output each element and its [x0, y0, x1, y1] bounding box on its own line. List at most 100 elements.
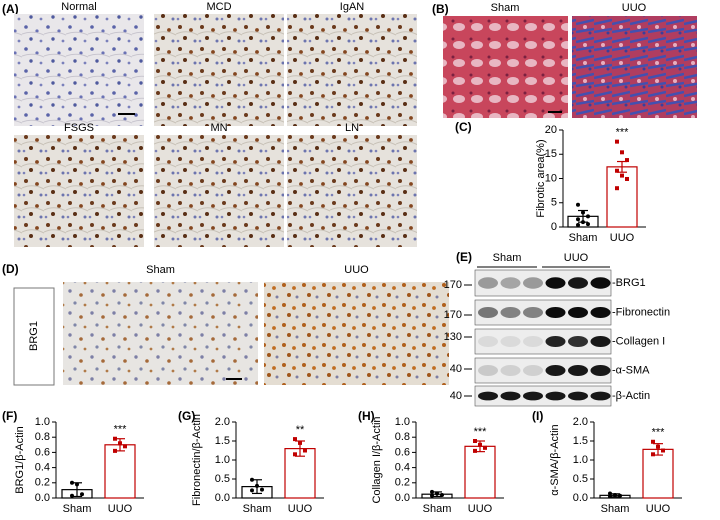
bar — [642, 448, 674, 499]
data-point — [70, 493, 74, 498]
y-tick-label: 5 — [551, 197, 557, 209]
data-point — [620, 150, 624, 155]
micrograph — [63, 282, 258, 385]
data-point — [478, 442, 482, 447]
blot-band — [478, 391, 498, 401]
data-point — [303, 448, 307, 453]
y-tick-label: 1.5 — [573, 435, 588, 447]
micrograph — [154, 14, 284, 126]
data-point — [615, 186, 619, 191]
significance: *** — [474, 426, 488, 438]
band-label: -BRG1 — [612, 277, 646, 289]
stain-label: BRG1 — [28, 321, 40, 351]
blot-band — [478, 365, 498, 376]
band-label: -β-Actin — [612, 390, 650, 402]
y-tick-label: 0.5 — [573, 473, 588, 485]
mw-marker: 130 — [444, 331, 462, 343]
data-point — [483, 445, 487, 450]
data-point — [435, 491, 439, 496]
panel-label: (G) — [178, 409, 195, 423]
image-label: Sham — [491, 2, 520, 14]
blot-band — [568, 391, 588, 401]
y-axis-title: Fibrotic area(%) — [535, 139, 547, 217]
y-tick-label: 0.0 — [35, 492, 50, 504]
y-tick-label: 0.5 — [215, 473, 230, 485]
blot-band — [545, 307, 566, 318]
data-point — [113, 436, 117, 441]
y-tick-label: 0.2 — [395, 477, 410, 489]
x-tick-label: Sham — [63, 503, 92, 515]
y-tick-label: 10 — [545, 172, 557, 184]
micrograph — [443, 16, 568, 118]
blot-band — [500, 307, 521, 318]
blot-band — [590, 336, 611, 347]
y-tick-label: 2.0 — [215, 416, 230, 428]
blot-band — [590, 365, 611, 376]
y-tick-label: 1.0 — [395, 416, 410, 428]
panel-label: (E) — [456, 250, 472, 264]
y-tick-label: 0.6 — [395, 446, 410, 458]
micrograph — [154, 135, 284, 247]
data-point — [75, 482, 79, 487]
blot-band — [545, 277, 566, 289]
band-label: -α-SMA — [612, 364, 650, 376]
x-tick-label: Sham — [601, 503, 630, 515]
panel-label: (C) — [455, 120, 472, 134]
y-axis-title: α-SMA/β-Actin — [549, 424, 561, 495]
blot-band — [545, 336, 566, 347]
data-point — [615, 168, 619, 173]
blot-band — [545, 391, 566, 401]
blot-band — [545, 365, 566, 376]
blot-strip — [474, 357, 612, 384]
image-label: MCD — [206, 1, 231, 13]
panel-label: (B) — [432, 2, 449, 16]
data-point — [440, 492, 444, 497]
x-tick-label: UUO — [646, 503, 671, 515]
data-point — [576, 202, 580, 207]
bar — [104, 444, 136, 499]
y-tick-label: 1.0 — [35, 416, 50, 428]
data-point — [430, 493, 434, 498]
x-tick-label: UUO — [468, 503, 493, 515]
data-point — [576, 223, 580, 228]
data-point — [298, 440, 302, 445]
panel-label: (I) — [532, 409, 543, 423]
blot-band — [568, 365, 588, 376]
data-point — [586, 222, 590, 227]
blot-band — [500, 365, 521, 376]
y-tick-label: 0.0 — [215, 492, 230, 504]
y-tick-label: 2.0 — [573, 416, 588, 428]
data-point — [260, 487, 264, 492]
mw-marker: 170 — [444, 309, 462, 321]
data-point — [608, 491, 612, 496]
data-point — [613, 492, 617, 497]
blot-band — [568, 307, 588, 318]
blot-band — [590, 307, 611, 318]
image-label: IgAN — [340, 1, 365, 13]
blot-band — [590, 277, 611, 289]
data-point — [651, 439, 655, 444]
image-label: MN — [210, 122, 227, 134]
blot-band — [478, 336, 498, 347]
image-label: Sham — [146, 264, 175, 276]
y-tick-label: 0.8 — [35, 431, 50, 443]
data-point — [123, 444, 127, 449]
data-point — [473, 439, 477, 443]
significance: *** — [652, 427, 666, 439]
y-axis-title: Fibronectin/β-Actin — [191, 414, 203, 506]
data-point — [586, 214, 590, 219]
group-label: Sham — [493, 252, 522, 264]
data-point — [581, 210, 585, 215]
y-tick-label: 15 — [545, 148, 557, 160]
data-point — [80, 492, 84, 497]
panel-label: (D) — [2, 262, 19, 276]
data-point — [430, 489, 434, 494]
y-tick-label: 0.4 — [35, 462, 50, 474]
data-point — [250, 488, 254, 493]
mw-marker: 170 — [444, 279, 462, 291]
significance: ** — [296, 424, 305, 436]
y-tick-label: 0.4 — [395, 462, 410, 474]
y-tick-label: 0.0 — [573, 492, 588, 504]
data-point — [255, 483, 259, 488]
band-label: -Collagen I — [612, 335, 665, 347]
